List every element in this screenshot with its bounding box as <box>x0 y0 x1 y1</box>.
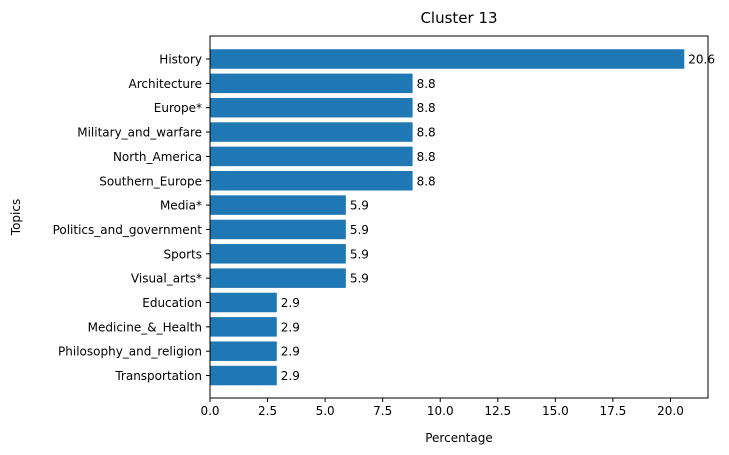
bar-value-label: 8.8 <box>417 126 436 140</box>
y-tick-label: Europe* <box>154 101 202 115</box>
y-axis-ticks: History Architecture Europe* Military_and_w… <box>53 53 210 383</box>
y-tick-label: Southern_Europe <box>99 174 202 188</box>
bar-value-label: 8.8 <box>417 150 436 164</box>
y-tick-label: Visual_arts* <box>131 272 202 286</box>
bar-value-label: 5.9 <box>350 272 369 286</box>
bar <box>210 146 413 167</box>
y-tick-label: Education <box>142 296 202 310</box>
y-tick-label: History <box>159 53 202 67</box>
x-tick-label: 7.5 <box>373 404 392 418</box>
plot-area-frame <box>209 35 709 399</box>
y-tick-label: Philosophy_and_religion <box>58 345 202 359</box>
x-tick-label: 15.0 <box>542 404 569 418</box>
y-tick-label: Media* <box>160 199 202 213</box>
y-tick-label: Military_and_warfare <box>77 126 202 140</box>
bar-value-label: 2.9 <box>281 320 300 334</box>
bar-value-label: 5.9 <box>350 247 369 261</box>
bar <box>210 73 413 94</box>
bar <box>210 171 413 191</box>
bar <box>210 244 346 264</box>
bar <box>210 341 277 361</box>
bar-value-label: 5.9 <box>350 223 369 237</box>
bar <box>210 97 413 118</box>
bar <box>210 268 346 288</box>
bar <box>210 219 346 240</box>
bar-value-label: 2.9 <box>281 369 300 383</box>
bar-value-label: 8.8 <box>417 77 436 91</box>
bar <box>210 49 685 69</box>
bar-value-label: 2.9 <box>281 296 300 310</box>
bar <box>210 122 413 142</box>
y-tick-label: Transportation <box>114 369 202 383</box>
bar-value-label: 20.6 <box>688 53 715 67</box>
x-tick-label: 10.0 <box>427 404 454 418</box>
x-tick-label: 20.0 <box>657 404 684 418</box>
bar-value-label: 8.8 <box>417 101 436 115</box>
bar-value-label: 2.9 <box>281 345 300 359</box>
y-tick-label: North_America <box>113 150 202 164</box>
y-tick-label: Politics_and_government <box>53 223 203 237</box>
bar <box>210 195 346 215</box>
bar <box>210 292 277 313</box>
bar-value-label: 5.9 <box>350 199 369 213</box>
x-axis-ticks: 0.0 2.5 5.0 7.5 10.0 12.5 15.0 17.5 20.0 <box>200 398 684 418</box>
x-tick-label: 12.5 <box>484 404 511 418</box>
x-tick-label: 0.0 <box>200 404 219 418</box>
y-tick-label: Sports <box>164 247 202 261</box>
chart-title: Cluster 13 <box>420 9 497 27</box>
y-axis-label: Topics <box>9 199 23 236</box>
y-tick-label: Medicine_&_Health <box>88 320 202 334</box>
y-tick-label: Architecture <box>129 77 202 91</box>
x-tick-label: 5.0 <box>316 404 335 418</box>
bar-value-label: 8.8 <box>417 174 436 188</box>
bar <box>210 317 277 337</box>
bar <box>210 365 277 386</box>
value-labels-group: 20.6 8.8 8.8 8.8 8.8 8.8 5.9 5.9 5.9 5.9 2.9 2.9 2.9… <box>281 53 715 384</box>
x-tick-label: 17.5 <box>600 404 627 418</box>
x-tick-label: 2.5 <box>258 404 277 418</box>
bars-group <box>210 49 685 386</box>
x-axis-label: Percentage <box>425 431 493 445</box>
